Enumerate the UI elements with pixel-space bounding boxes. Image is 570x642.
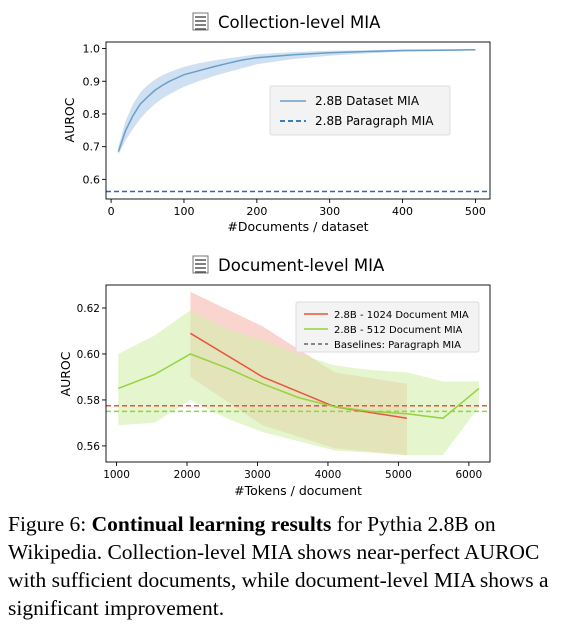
chart2-xtick-label: 5000 [385,469,412,481]
chart2-y-ticks: 0.56 0.58 0.60 0.62 [77,303,106,453]
legend-label-512: 2.8B - 512 Document MIA [334,325,463,336]
chart2-bands [118,291,480,456]
chart2-line-series-1 [118,353,480,420]
chart1-ytick-label: 0.6 [83,173,101,186]
chart1-xtick-label: 400 [392,205,413,218]
chart2-band-series-1 [118,310,480,456]
chart1-ytick-label: 0.7 [83,141,101,154]
chart1-legend: 2.8B Dataset MIA 2.8B Paragraph MIA [269,85,451,136]
chart2-xtick-label: 6000 [455,469,482,481]
chart2-xtick-label: 3000 [244,469,271,481]
chart2-xtick-label: 2000 [174,469,201,481]
chart2-ytick-label: 0.56 [77,441,101,453]
chart2-ytick-label: 0.58 [77,395,100,407]
chart2-ylabel: AUROC [58,351,73,396]
chart1-plot-frame [105,41,491,200]
chart1-xtick-label: 200 [246,205,267,218]
caption-rest-text: for Pythia 2.8B on Wikipedia. Collection… [8,512,549,620]
chart1-title: Collection-level MIA [218,13,381,32]
chart2-legend: 2.8B - 1024 Document MIA 2.8B - 512 Docu… [295,301,480,353]
chart1-title-icon [192,12,209,31]
figure-caption: Figure 6: Continual learning results for… [8,510,564,622]
chart1-xtick-label: 300 [319,205,340,218]
chart2-ytick-label: 0.60 [77,349,100,361]
chart1-ytick-label: 1.0 [83,43,101,56]
chart1-ytick-label: 0.8 [83,108,101,121]
caption-figure-label: Figure 6: [8,512,92,536]
chart1-lines [106,49,490,193]
legend-label-1024: 2.8B - 1024 Document MIA [334,310,469,321]
chart2-ytick-label: 0.62 [77,303,100,315]
chart2-xtick-label: 1000 [103,469,130,481]
collection-chart: Collection-level MIA 0 100 200 300 400 500 0.… [62,12,491,234]
chart1-band-series-0 [118,49,476,155]
chart1-y-ticks: 0.6 0.7 0.8 0.9 1.0 [83,43,106,186]
chart2-line-series-0 [190,332,408,420]
legend-label-baselines: Baselines: Paragraph MIA [334,340,461,351]
document-chart: Document-level MIA 1000 2000 3000 4000 5000 6… [58,255,491,498]
chart1-bands [118,49,476,155]
chart1-xtick-label: 100 [173,205,194,218]
chart1-xtick-label: 500 [465,205,486,218]
legend-label-dataset: 2.8B Dataset MIA [315,94,420,108]
chart2-xlabel: #Tokens / document [234,483,362,498]
chart1-xtick-label: 0 [108,205,115,218]
chart1-line-series-0 [117,49,476,152]
chart2-xtick-label: 4000 [315,469,342,481]
caption-bold-text: Continual learning results [91,512,332,536]
chart1-x-ticks: 0 100 200 300 400 500 [108,199,486,218]
legend-label-paragraph: 2.8B Paragraph MIA [315,114,434,128]
chart1-xlabel: #Documents / dataset [227,219,368,234]
figure: Collection-level MIA 0 100 200 300 400 500 0.… [58,12,491,498]
chart2-plot-frame [105,284,491,463]
chart2-lines [106,332,490,420]
chart1-ytick-label: 0.9 [83,75,101,88]
chart2-title: Document-level MIA [218,256,385,275]
chart2-x-ticks: 1000 2000 3000 4000 5000 6000 [103,462,482,481]
chart1-ylabel: AUROC [62,97,77,142]
chart2-title-icon [192,255,209,274]
